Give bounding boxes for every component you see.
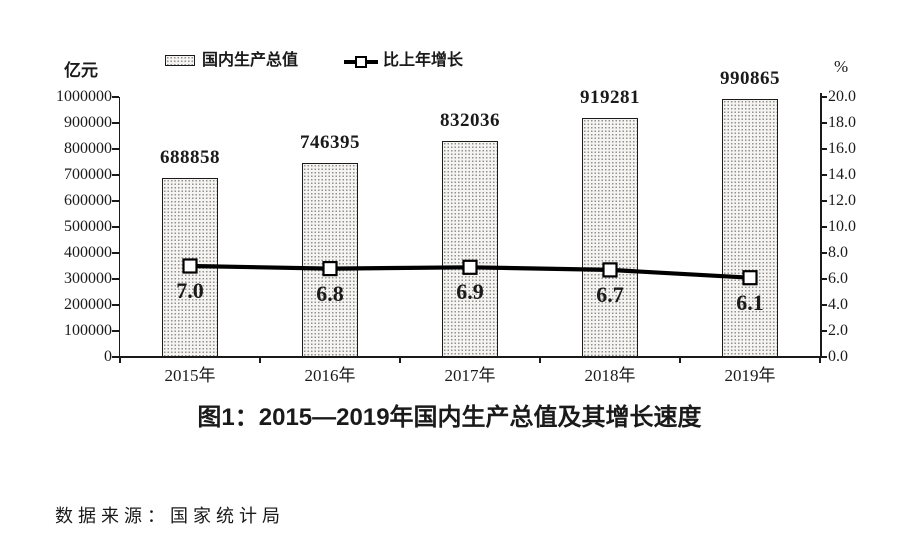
legend-growth-marker-icon bbox=[344, 55, 378, 68]
left-axis-tick-label: 900000 bbox=[64, 114, 112, 131]
gdp-bar bbox=[582, 117, 638, 357]
right-axis-tick-label: 2.0 bbox=[828, 322, 848, 339]
left-axis-tick bbox=[112, 226, 119, 228]
right-axis-tick-label: 8.0 bbox=[828, 244, 848, 261]
right-axis-tick-label: 16.0 bbox=[828, 140, 856, 157]
right-axis-tick-label: 4.0 bbox=[828, 296, 848, 313]
left-axis-tick-label: 600000 bbox=[64, 192, 112, 209]
x-axis-tick bbox=[819, 357, 821, 363]
right-axis-tick-label: 18.0 bbox=[828, 114, 856, 131]
left-axis-tick-label: 700000 bbox=[64, 166, 112, 183]
left-axis-tick-label: 200000 bbox=[64, 296, 112, 313]
right-axis-tick bbox=[820, 356, 827, 358]
x-axis-tick bbox=[539, 357, 541, 363]
data-source-note: 数据来源：国家统计局 bbox=[55, 506, 285, 527]
left-axis-tick-label: 400000 bbox=[64, 244, 112, 261]
growth-value-label: 6.1 bbox=[736, 289, 764, 315]
x-axis-category-label: 2016年 bbox=[304, 366, 356, 385]
growth-point-marker bbox=[742, 270, 758, 286]
right-axis-line bbox=[820, 93, 822, 357]
right-axis-tick bbox=[820, 330, 827, 332]
right-axis-tick-label: 0.0 bbox=[828, 348, 848, 365]
gdp-bar-value-label: 688858 bbox=[160, 146, 220, 168]
x-axis-category-label: 2019年 bbox=[724, 366, 776, 385]
right-axis-tick-label: 20.0 bbox=[828, 88, 856, 105]
left-axis-tick bbox=[112, 304, 119, 306]
right-axis-tick bbox=[820, 122, 827, 124]
legend-gdp-label: 国内生产总值 bbox=[202, 52, 299, 69]
right-axis-tick-label: 14.0 bbox=[828, 166, 856, 183]
right-axis-tick-label: 6.0 bbox=[828, 270, 848, 287]
x-axis-category-label: 2017年 bbox=[444, 366, 496, 385]
right-axis-tick bbox=[820, 96, 827, 98]
gdp-bar bbox=[442, 140, 498, 357]
gdp-bar bbox=[722, 99, 778, 357]
legend-gdp-swatch bbox=[165, 55, 195, 66]
right-axis-tick-label: 10.0 bbox=[828, 218, 856, 235]
right-axis-tick-label: 12.0 bbox=[828, 192, 856, 209]
legend-growth-label: 比上年增长 bbox=[383, 52, 464, 69]
x-axis-category-label: 2018年 bbox=[584, 366, 636, 385]
x-axis-tick bbox=[259, 357, 261, 363]
x-axis-tick bbox=[399, 357, 401, 363]
x-axis-tick bbox=[119, 357, 121, 363]
growth-point-marker bbox=[182, 258, 198, 274]
right-axis-tick bbox=[820, 304, 827, 306]
gdp-bar-value-label: 832036 bbox=[440, 109, 500, 131]
chart-title: 图1：2015—2019年国内生产总值及其增长速度 bbox=[197, 404, 702, 431]
left-axis-line bbox=[118, 97, 121, 357]
right-axis-tick bbox=[820, 278, 827, 280]
right-axis-unit-label: % bbox=[834, 57, 849, 76]
left-axis-tick-label: 100000 bbox=[64, 322, 112, 339]
left-axis-tick-label: 1000000 bbox=[56, 88, 112, 105]
left-axis-tick bbox=[112, 356, 119, 358]
right-axis-tick bbox=[820, 252, 827, 254]
right-axis-tick bbox=[820, 148, 827, 150]
growth-point-marker bbox=[462, 259, 478, 275]
left-axis-tick-label: 300000 bbox=[64, 270, 112, 287]
x-axis-tick bbox=[679, 357, 681, 363]
growth-value-label: 6.7 bbox=[596, 281, 624, 307]
left-axis-tick-label: 500000 bbox=[64, 218, 112, 235]
gdp-bar bbox=[302, 162, 358, 357]
x-axis-category-label: 2015年 bbox=[164, 366, 216, 385]
legend-square-marker bbox=[355, 55, 367, 68]
gdp-bar-value-label: 746395 bbox=[300, 131, 360, 153]
growth-point-marker bbox=[602, 262, 618, 278]
left-axis-tick-label: 800000 bbox=[64, 140, 112, 157]
right-axis-tick bbox=[820, 174, 827, 176]
growth-value-label: 6.8 bbox=[316, 280, 344, 306]
left-axis-unit-label: 亿元 bbox=[64, 61, 98, 80]
gdp-bar-value-label: 990865 bbox=[720, 68, 780, 90]
bar-pattern-swatch-icon bbox=[165, 55, 195, 66]
left-axis-tick bbox=[112, 122, 119, 124]
right-axis-tick bbox=[820, 200, 827, 202]
x-axis-line bbox=[118, 356, 822, 358]
growth-point-marker bbox=[322, 261, 338, 277]
left-axis-tick bbox=[112, 330, 119, 332]
left-axis-tick bbox=[112, 200, 119, 202]
left-axis-tick bbox=[112, 278, 119, 280]
left-axis-tick bbox=[112, 148, 119, 150]
left-axis-tick bbox=[112, 96, 119, 98]
left-axis-tick bbox=[112, 252, 119, 254]
right-axis-tick bbox=[820, 226, 827, 228]
growth-value-label: 6.9 bbox=[456, 279, 484, 305]
growth-line-layer bbox=[182, 258, 758, 286]
left-axis-tick-label: 0 bbox=[104, 348, 112, 365]
left-axis-tick bbox=[112, 174, 119, 176]
growth-value-label: 7.0 bbox=[176, 278, 204, 303]
gdp-bar-value-label: 919281 bbox=[580, 86, 640, 108]
